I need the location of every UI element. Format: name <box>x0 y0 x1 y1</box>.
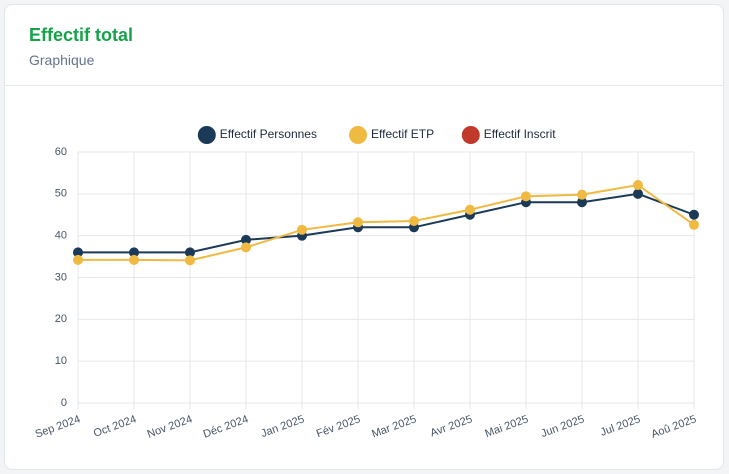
data-point <box>689 219 699 230</box>
data-point <box>241 234 251 245</box>
card-header: Effectif total Graphique <box>5 5 723 86</box>
x-tick-label: Aoû 2025 <box>650 413 698 440</box>
legend-label: Effectif ETP <box>371 127 434 141</box>
y-tick-label: 50 <box>55 188 67 200</box>
legend-swatch <box>197 126 216 144</box>
y-tick-label: 40 <box>55 230 67 242</box>
x-tick-label: Avr 2025 <box>429 413 474 439</box>
x-tick-label: Jul 2025 <box>599 413 642 439</box>
x-tick-label: Oct 2024 <box>92 413 138 440</box>
legend-swatch <box>461 126 480 144</box>
y-tick-label: 10 <box>55 355 67 367</box>
data-point <box>521 191 531 202</box>
card-subtitle: Graphique <box>29 52 95 68</box>
data-point <box>241 242 251 253</box>
y-tick-label: 20 <box>55 313 67 325</box>
data-point <box>577 197 587 208</box>
data-point <box>185 255 195 266</box>
x-tick-label: Jan 2025 <box>259 413 306 440</box>
data-point <box>129 254 139 265</box>
series-line <box>78 183 695 262</box>
data-point <box>297 224 307 235</box>
data-point <box>73 254 83 265</box>
y-tick-label: 30 <box>55 271 67 283</box>
x-tick-label: Mai 2025 <box>483 413 530 440</box>
legend-swatch <box>349 126 367 144</box>
data-point <box>409 216 419 227</box>
data-point <box>689 209 699 220</box>
x-tick-label: Mar 2025 <box>370 413 418 440</box>
data-point <box>353 217 363 228</box>
legend-label: Effectif Inscrit <box>484 127 556 141</box>
data-point <box>633 180 643 191</box>
data-point <box>577 189 587 200</box>
data-point <box>465 204 475 215</box>
data-point <box>129 247 139 258</box>
x-tick-label: Fév 2025 <box>315 413 362 440</box>
y-tick-label: 0 <box>61 397 67 409</box>
data-point <box>73 247 83 258</box>
x-tick-label: Sep 2024 <box>34 413 82 440</box>
data-point <box>185 247 195 258</box>
card-title: Effectif total <box>29 25 134 45</box>
card: Effectif total Graphique <box>4 4 724 470</box>
y-tick-label: 60 <box>55 146 67 158</box>
data-point <box>633 188 643 199</box>
x-tick-label: Déc 2024 <box>202 413 250 440</box>
x-tick-label: Nov 2024 <box>146 413 194 440</box>
series-line <box>78 192 695 254</box>
legend-label: Effectif Personnes <box>220 127 317 141</box>
x-tick-label: Jun 2025 <box>539 413 586 440</box>
